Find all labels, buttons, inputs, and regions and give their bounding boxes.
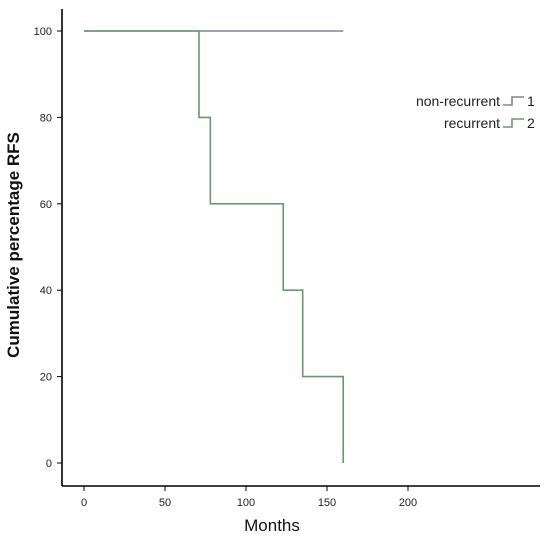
x-axis-title: Months <box>244 516 300 535</box>
x-tick-label: 50 <box>159 497 171 509</box>
y-tick-label: 60 <box>40 199 52 211</box>
x-tick-label: 0 <box>81 497 87 509</box>
x-tick-label: 100 <box>237 497 255 509</box>
x-tick-label: 200 <box>399 497 417 509</box>
x-tick-label: 150 <box>318 497 336 509</box>
axes <box>61 9 540 487</box>
y-tick-label: 40 <box>40 285 52 297</box>
legend-label-2: recurrent <box>444 115 500 131</box>
y-tick-label: 80 <box>40 112 52 124</box>
y-axis-title: Cumulative percentage RFS <box>4 132 23 358</box>
y-tick-label: 100 <box>34 26 52 38</box>
ticks: 0 20 40 60 80 100 0 50 100 150 200 <box>34 26 418 509</box>
series-lines <box>84 30 344 463</box>
y-tick-label: 0 <box>46 458 52 470</box>
legend: non-recurrent 1 recurrent 2 <box>416 93 535 131</box>
y-tick-label: 20 <box>40 372 52 384</box>
legend-swatch-1 <box>503 96 524 106</box>
series-line-2 <box>84 30 344 463</box>
legend-label-1: non-recurrent <box>416 93 500 109</box>
legend-swatch-2 <box>503 118 524 128</box>
legend-number-2: 2 <box>527 115 535 131</box>
legend-number-1: 1 <box>527 93 535 109</box>
